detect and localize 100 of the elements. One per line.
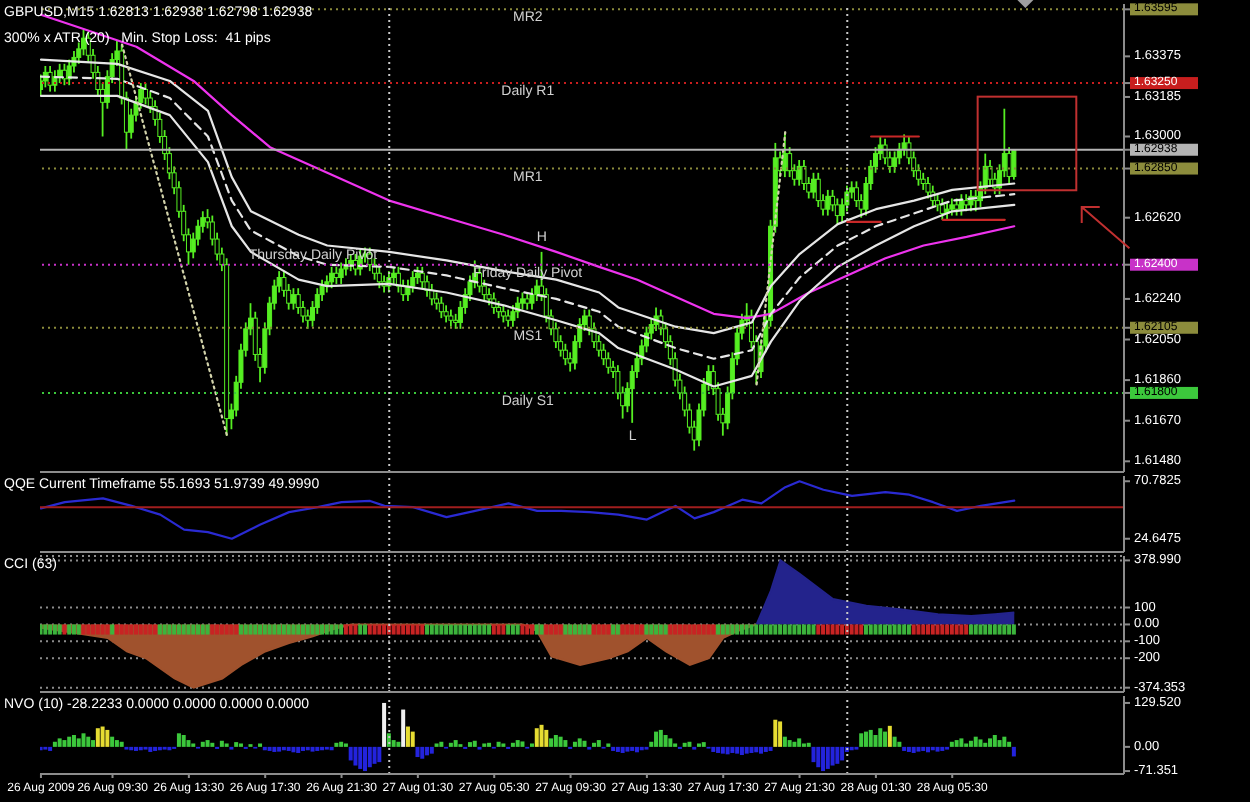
bar: [348, 746, 353, 761]
bar: [911, 746, 916, 753]
bar: [811, 746, 816, 763]
bar: [739, 746, 744, 756]
bar: [797, 738, 802, 747]
bar: [1011, 746, 1016, 757]
bar: [515, 740, 520, 747]
bar: [425, 746, 430, 756]
bar: [868, 729, 873, 747]
candlestick: [562, 342, 568, 367]
bar: [114, 740, 119, 747]
candlestick: [419, 265, 425, 290]
bar: [410, 731, 415, 747]
bar: [625, 746, 630, 752]
bar: [954, 740, 959, 747]
candlestick: [987, 159, 993, 187]
bar: [916, 746, 921, 752]
candlestick: [605, 351, 611, 375]
candlestick: [305, 308, 311, 330]
bar: [840, 746, 845, 761]
bar: [577, 738, 582, 747]
bar: [997, 740, 1002, 747]
bar: [401, 709, 406, 747]
bar: [725, 746, 730, 755]
bar: [720, 746, 725, 754]
bar: [553, 735, 558, 747]
candlestick: [815, 171, 821, 208]
bar: [81, 733, 86, 747]
bar: [372, 746, 377, 764]
bar: [687, 741, 692, 747]
bar: [658, 729, 663, 747]
bar: [773, 719, 778, 747]
bar: [887, 725, 892, 747]
bar: [787, 740, 792, 747]
bar: [835, 746, 840, 764]
bar: [615, 746, 620, 752]
candlestick: [376, 265, 382, 290]
candlestick: [143, 82, 149, 106]
candlestick: [601, 342, 607, 367]
bar: [176, 733, 181, 747]
bar: [453, 740, 458, 747]
candlestick: [844, 184, 850, 213]
bar: [563, 740, 568, 747]
candlestick: [882, 137, 888, 166]
bar: [572, 741, 577, 747]
bar: [582, 740, 587, 747]
bar: [549, 738, 554, 747]
candlestick: [81, 28, 87, 57]
bar: [539, 724, 544, 747]
bar: [391, 740, 396, 747]
bar: [821, 746, 826, 772]
bar: [663, 735, 668, 747]
bar: [749, 746, 754, 753]
bar: [558, 736, 563, 747]
candlestick: [295, 287, 301, 315]
bar: [405, 726, 410, 747]
bar: [181, 735, 186, 747]
bar: [200, 741, 205, 747]
bar: [730, 746, 735, 753]
bar: [186, 740, 191, 747]
bar: [67, 736, 72, 747]
bar: [992, 735, 997, 747]
bar: [415, 746, 420, 758]
bar: [825, 746, 830, 769]
candlestick: [47, 65, 53, 93]
bar: [735, 746, 740, 754]
candlestick: [801, 159, 807, 191]
candlestick: [810, 171, 816, 200]
bar: [863, 731, 868, 747]
bar: [105, 729, 110, 747]
bar: [668, 738, 673, 747]
candlestick: [1011, 148, 1017, 181]
bar: [95, 728, 100, 747]
bar: [759, 746, 764, 754]
bar: [420, 746, 425, 759]
candlestick: [290, 287, 296, 311]
bar: [100, 726, 105, 747]
bar: [110, 736, 115, 747]
bar: [71, 735, 76, 747]
bar: [1002, 736, 1007, 747]
bar: [52, 741, 57, 747]
bar: [754, 746, 759, 753]
bar: [973, 736, 978, 747]
candlestick: [424, 274, 430, 298]
bar: [358, 746, 363, 769]
bar: [62, 740, 67, 747]
bar: [219, 740, 224, 747]
bar: [959, 738, 964, 747]
bar: [892, 736, 897, 747]
bar: [634, 746, 639, 753]
bar: [596, 740, 601, 747]
bar: [816, 746, 821, 768]
bar: [878, 728, 883, 747]
bar: [716, 746, 721, 753]
bar: [782, 736, 787, 747]
candlestick: [510, 304, 516, 328]
bar: [148, 746, 153, 752]
bar: [439, 741, 444, 747]
bar: [949, 741, 954, 747]
bar: [830, 746, 835, 766]
